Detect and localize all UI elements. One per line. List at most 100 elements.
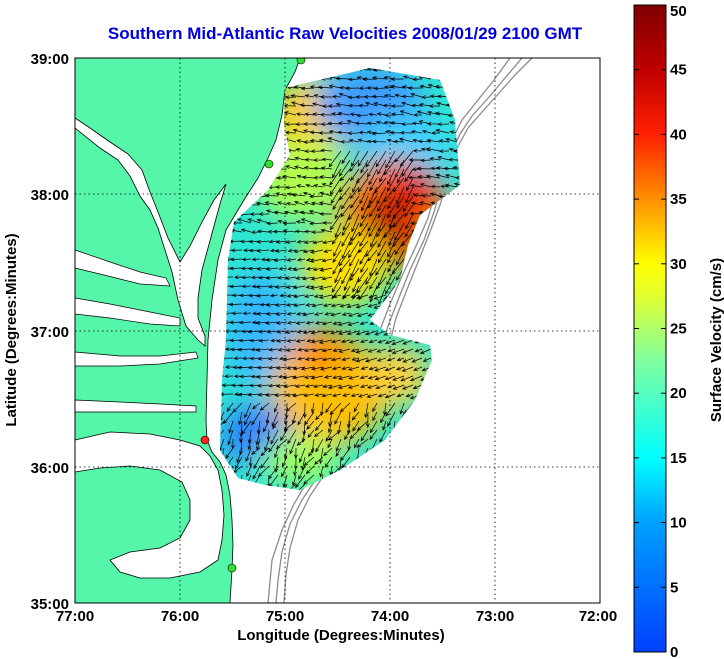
velocity-arrow [448,147,459,152]
velocity-arrow [352,420,360,432]
velocity-arrow [296,311,306,316]
velocity-arrow [339,402,351,413]
velocity-arrow [370,231,378,248]
velocity-arrow [340,339,351,344]
velocity-arrow [249,383,261,388]
velocity-arrow [233,356,243,361]
velocity-arrow [256,438,261,451]
velocity-arrow [305,320,315,325]
velocity-arrow [331,276,342,293]
velocity-arrow [387,195,396,210]
velocity-arrow [411,357,423,363]
velocity-arrow [310,402,315,414]
velocity-arrow [314,320,324,325]
velocity-arrow [364,357,378,363]
velocity-arrow [377,393,387,398]
velocity-arrow [323,447,333,457]
velocity-arrow [297,356,306,361]
velocity-arrow [438,149,450,154]
velocity-arrow [337,375,351,380]
velocity-arrow [324,456,333,468]
velocity-arrow [328,429,342,441]
velocity-arrow [223,411,234,425]
velocity-arrow [292,267,306,272]
velocity-arrow [401,94,414,99]
velocity-arrow [360,366,369,370]
velocity-arrow [412,384,423,389]
velocity-arrow [337,330,351,335]
velocity-arrow [318,201,333,206]
velocity-arrow [367,213,378,233]
velocity-arrow [391,348,405,354]
velocity-arrow [313,429,324,438]
velocity-arrow [343,276,351,292]
velocity-arrow [351,411,360,421]
velocity-arrow [256,266,270,271]
station-marker-green [264,159,274,169]
colorbar [633,4,667,653]
velocity-arrow [315,411,324,421]
velocity-arrow [228,420,234,434]
velocity-arrow [256,218,270,224]
velocity-arrow [380,411,387,424]
velocity-arrow [353,402,360,413]
velocity-arrow [406,177,414,192]
velocity-arrow [256,311,270,316]
velocity-arrow [315,438,324,453]
velocity-arrow [350,195,360,209]
velocity-arrow [257,465,270,477]
x-tick-label: 77:00 [56,608,94,625]
velocity-arrow [328,84,342,89]
velocity-arrow [411,121,423,126]
velocity-arrow [407,86,423,91]
velocity-arrow [421,193,432,198]
velocity-arrow [401,384,414,390]
velocity-arrow [453,149,460,154]
y-tick-label: 37:00 [31,324,69,341]
velocity-arrow [382,420,387,431]
velocity-arrow [268,347,279,352]
bathymetry-contours [267,58,533,603]
velocity-arrow [330,303,342,308]
velocity-arrow [399,130,414,135]
velocity-arrow [367,195,378,209]
velocity-arrow [323,375,333,379]
velocity-arrow [305,266,315,271]
velocity-arrow [357,267,369,283]
velocity-arrow [377,339,387,344]
y-axis-label: Latitude (Degrees:Minutes) [3,233,20,426]
colorbar-tick-label: 50 [670,3,687,20]
velocity-arrow [241,275,252,280]
velocity-arrow [286,294,297,298]
velocity-arrow [303,348,315,353]
velocity-arrow [431,131,441,135]
velocity-arrow [304,94,315,98]
velocity-arrow [277,201,288,206]
velocity-arrow [412,77,423,82]
velocity-arrow [368,222,378,238]
velocity-arrow [377,159,387,175]
velocity-arrow [359,375,369,380]
velocity-arrow [379,429,387,443]
velocity-arrow [284,276,297,280]
velocity-arrow [251,411,261,426]
velocity-arrow [364,101,378,107]
velocity-arrow [250,230,261,235]
velocity-arrow [310,339,324,344]
velocity-arrow [319,366,333,371]
velocity-arrow [402,348,414,354]
velocity-arrow [241,257,252,262]
velocity-arrow [376,357,387,362]
velocity-arrow [338,121,351,126]
velocity-arrow [309,221,324,226]
velocity-arrow [385,150,396,169]
velocity-arrow [257,365,270,370]
velocity-arrow [357,150,369,167]
velocity-arrow [341,366,351,371]
station-marker-green [227,563,237,573]
velocity-arrow [348,204,360,221]
velocity-arrow [384,113,396,118]
y-tick-labels: 39:00 38:00 37:00 36:00 35:00 [31,51,69,613]
velocity-arrow [286,366,297,370]
velocity-arrow [247,365,261,370]
